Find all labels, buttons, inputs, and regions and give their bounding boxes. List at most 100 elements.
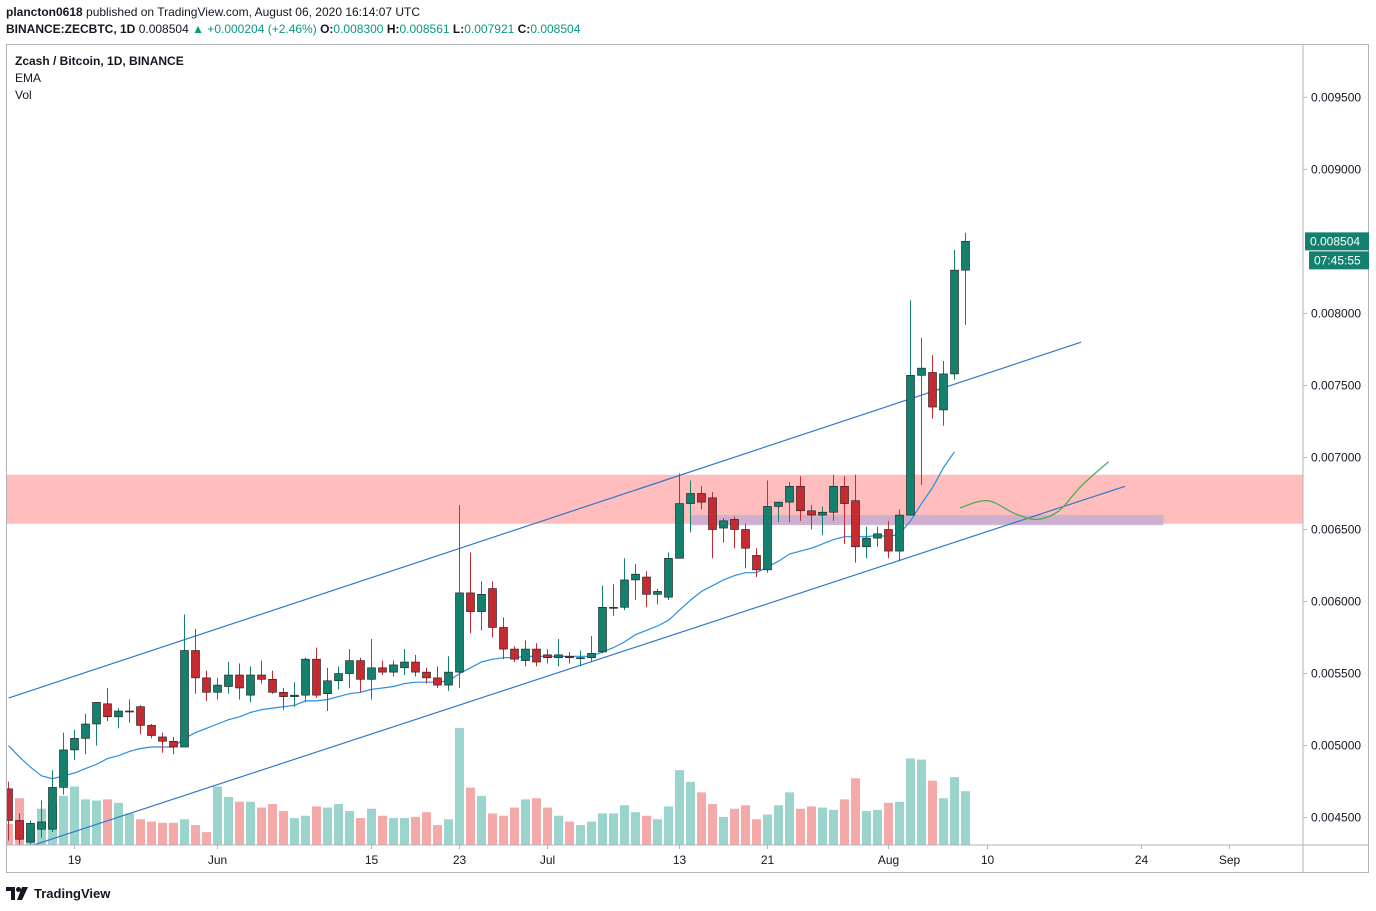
volume-bar [950,777,959,845]
price-tick-label: 0.006500 [1311,522,1361,536]
time-tick-label: Aug [878,853,899,867]
candle-body [169,740,178,748]
volume-bar [609,813,618,845]
volume-bar [840,799,849,845]
time-tick-label: Sep [1219,853,1241,867]
volume-bar [389,818,398,845]
volume-bar [323,807,332,845]
candle [114,708,123,729]
candle-body [521,648,530,661]
volume-bar [807,806,816,845]
volume-bar [356,818,365,845]
candle [686,480,695,533]
candle [125,699,134,723]
candle [345,649,354,688]
candle-body [851,500,860,548]
volume-bar [367,808,376,845]
candle [246,666,255,703]
volume-bar [774,805,783,845]
candle [455,505,464,688]
legend-vol[interactable]: Vol [15,88,32,102]
chart-header: plancton0618 published on TradingView.co… [6,4,580,38]
legend-title[interactable]: Zcash / Bitcoin, 1D, BINANCE [15,54,184,68]
volume-bar [444,819,453,845]
candle-body [26,823,35,843]
volume-bar [961,791,970,845]
time-tick-label: Jul [540,853,555,867]
candle-body [224,674,233,687]
volume-bar [433,825,442,845]
candle-body [301,658,310,696]
candle [136,705,145,735]
volume-bar [576,825,585,845]
time-tick-label: 10 [981,853,995,867]
volume-bar [125,813,134,845]
tradingview-logo-icon [6,887,28,900]
candle [191,628,200,694]
volume-bar [334,804,343,845]
candle-body [334,673,343,682]
candle [279,687,288,710]
price-tick-label: 0.005500 [1311,667,1361,681]
candle-body [257,674,266,680]
last-price: 0.008504 [138,22,189,36]
candle [873,526,882,547]
volume-bar [697,792,706,845]
candle-body [642,576,651,595]
candle [576,650,585,667]
candle-body [961,241,970,271]
candle-body [884,529,893,552]
candle [169,736,178,755]
candle [323,667,332,712]
candle-body [499,627,508,650]
candle [840,476,849,544]
candle-body [114,710,123,718]
candle [378,660,387,676]
candle [895,509,904,562]
candle [334,666,343,690]
publisher-name[interactable]: plancton0618 [6,5,83,19]
low-value: 0.007921 [464,22,515,36]
candle [807,505,816,530]
volume-bar [312,806,321,845]
volume-bar [939,798,948,845]
volume-bar [708,804,717,845]
footer: TradingView [6,884,110,902]
candle [917,337,926,485]
footer-brand[interactable]: TradingView [34,885,111,901]
volume-bar [906,758,915,845]
candle [620,558,629,611]
candle [367,638,376,700]
price-tick-label: 0.008000 [1311,306,1361,320]
candle [785,481,794,523]
candle-body [367,667,376,680]
volume-bar [70,786,79,845]
legend-ema[interactable]: EMA [15,71,42,85]
candle [477,581,486,631]
volume-bar [202,832,211,845]
volume-bar [873,809,882,845]
candle-body [653,591,662,595]
candle-body [818,511,827,516]
candle [609,584,618,616]
volume-bar [675,770,684,845]
candle-body [180,650,189,748]
candle-body [576,657,585,660]
candle-body [730,519,739,530]
price-tick-label: 0.005000 [1311,739,1361,753]
candle [422,667,431,684]
candle-body [686,493,695,504]
candle [356,657,365,693]
time-tick-label: 15 [365,853,379,867]
candle-body [422,671,431,679]
volume-bar [224,797,233,845]
candle-body [829,485,838,513]
time-tick-label: 24 [1135,853,1149,867]
candle-body [290,694,299,697]
last-price-badge-text: 0.008504 [1310,234,1360,248]
volume-bar [565,821,574,845]
candle [389,660,398,677]
candle [774,501,783,523]
candle [37,800,46,838]
